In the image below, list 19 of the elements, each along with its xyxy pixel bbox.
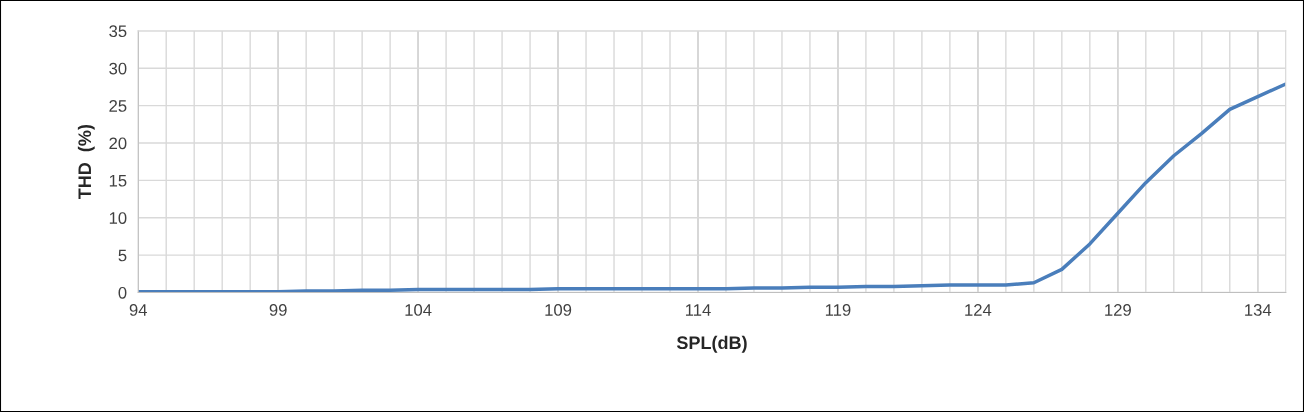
y-tick-label: 20 (109, 137, 127, 150)
x-tick-label: 119 (825, 304, 851, 316)
y-tick-label: 10 (109, 212, 127, 224)
x-tick-label: 94 (129, 304, 148, 316)
y-tick-label: 5 (118, 249, 127, 262)
y-tick-label: 25 (109, 100, 127, 112)
y-tick-label: 30 (109, 62, 127, 75)
y-tick-label: 35 (109, 25, 127, 38)
y-tick-label: 0 (118, 286, 127, 299)
x-tick-label: 104 (405, 304, 432, 316)
x-tick-label: 129 (1105, 304, 1131, 316)
y-axis-title: THD (%) (77, 125, 95, 200)
x-tick-label: 124 (965, 304, 992, 316)
x-tick-label: 134 (1245, 304, 1272, 316)
x-tick-label: 109 (545, 304, 572, 316)
x-tick-label: 114 (685, 304, 711, 316)
y-tick-label: 15 (109, 174, 127, 187)
x-axis-title: SPL(dB) (676, 335, 747, 353)
x-tick-label: 99 (269, 304, 287, 316)
